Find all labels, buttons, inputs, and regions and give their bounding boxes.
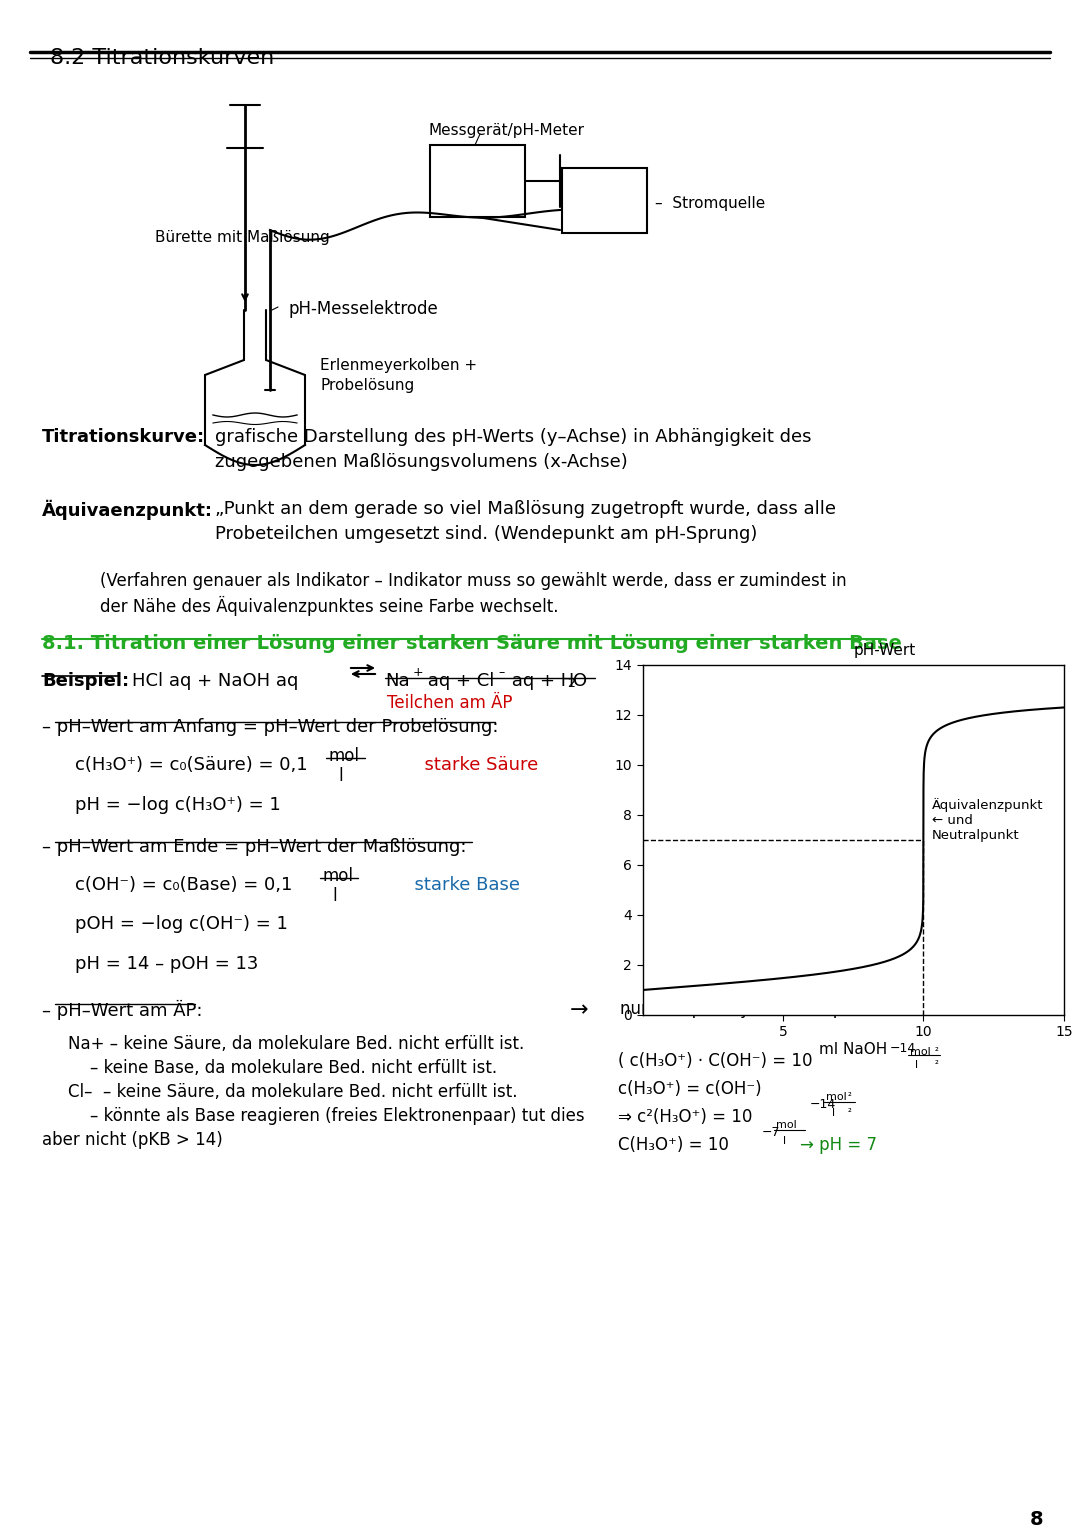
Text: ²: ² xyxy=(935,1060,939,1070)
Text: 8.2 Titrationskurven: 8.2 Titrationskurven xyxy=(50,47,274,69)
Text: zugegebenen Maßlösungsvolumens (x-Achse): zugegebenen Maßlösungsvolumens (x-Achse) xyxy=(215,454,627,470)
Text: mol: mol xyxy=(910,1048,931,1057)
Text: −7: −7 xyxy=(762,1125,781,1139)
Text: C(H₃O⁺) = 10: C(H₃O⁺) = 10 xyxy=(618,1136,729,1154)
Text: pOH = −log c(OH⁻) = 1: pOH = −log c(OH⁻) = 1 xyxy=(75,915,288,933)
Text: – pH–Wert am Anfang = pH–Wert der Probelösung:: – pH–Wert am Anfang = pH–Wert der Probel… xyxy=(42,718,499,736)
Text: grafische Darstellung des pH-Werts (y–Achse) in Abhängigkeit des: grafische Darstellung des pH-Werts (y–Ac… xyxy=(215,428,811,446)
Text: –  Stromquelle: – Stromquelle xyxy=(654,195,766,211)
Text: l: l xyxy=(338,767,342,785)
Text: starke Säure: starke Säure xyxy=(390,756,538,774)
Text: Erlenmeyerkolben +: Erlenmeyerkolben + xyxy=(320,357,477,373)
Text: l: l xyxy=(915,1060,918,1070)
Text: aq + Cl: aq + Cl xyxy=(422,672,495,690)
Text: pH = 14 – pOH = 13: pH = 14 – pOH = 13 xyxy=(75,954,258,973)
Text: Messgerät/pH-Meter: Messgerät/pH-Meter xyxy=(428,124,584,137)
Text: (Verfahren genauer als Indikator – Indikator muss so gewählt werde, dass er zumi: (Verfahren genauer als Indikator – Indik… xyxy=(100,573,847,589)
Text: 8: 8 xyxy=(1030,1510,1043,1527)
Text: c(OH⁻) = c₀(Base) = 0,1: c(OH⁻) = c₀(Base) = 0,1 xyxy=(75,876,293,893)
Text: –: – xyxy=(498,666,504,680)
Text: „Punkt an dem gerade so viel Maßlösung zugetropft wurde, dass alle: „Punkt an dem gerade so viel Maßlösung z… xyxy=(215,499,836,518)
Text: ( c(H₃O⁺) · C(OH⁻) = 10: ( c(H₃O⁺) · C(OH⁻) = 10 xyxy=(618,1052,812,1070)
Text: Probelösung: Probelösung xyxy=(320,379,415,392)
Text: c(H₃O⁺) = c₀(Säure) = 0,1: c(H₃O⁺) = c₀(Säure) = 0,1 xyxy=(75,756,308,774)
Text: 8.1. Titration einer Lösung einer starken Säure mit Lösung einer starken Base: 8.1. Titration einer Lösung einer starke… xyxy=(42,634,902,654)
Text: Cl–  – keine Säure, da molekulare Bed. nicht erfüllt ist.: Cl– – keine Säure, da molekulare Bed. ni… xyxy=(68,1083,517,1101)
Text: 2: 2 xyxy=(567,676,575,690)
Text: mol: mol xyxy=(328,747,359,765)
Text: pH = −log c(H₃O⁺) = 1: pH = −log c(H₃O⁺) = 1 xyxy=(75,796,281,814)
Text: l: l xyxy=(783,1136,786,1145)
Text: Teilchen am ÄP: Teilchen am ÄP xyxy=(388,693,513,712)
Bar xyxy=(562,168,647,234)
Text: l: l xyxy=(332,887,337,906)
Text: Titrationskurve:: Titrationskurve: xyxy=(42,428,205,446)
Text: pH-Messelektrode: pH-Messelektrode xyxy=(288,299,437,318)
Text: – könnte als Base reagieren (freies Elektronenpaar) tut dies: – könnte als Base reagieren (freies Elek… xyxy=(90,1107,584,1125)
Text: Bürette mit Maßlösung: Bürette mit Maßlösung xyxy=(156,231,329,244)
Text: nur Autoprotolyse, damit pH = 7: nur Autoprotolyse, damit pH = 7 xyxy=(620,1000,891,1019)
Text: der Nähe des Äquivalenzpunktes seine Farbe wechselt.: der Nähe des Äquivalenzpunktes seine Far… xyxy=(100,596,558,615)
Text: aq + H: aq + H xyxy=(507,672,575,690)
Text: ²: ² xyxy=(848,1092,852,1102)
Text: l: l xyxy=(832,1109,835,1118)
Text: O: O xyxy=(573,672,588,690)
Text: mol: mol xyxy=(322,867,353,886)
Text: ²: ² xyxy=(935,1048,939,1057)
Text: Äquivalenzpunkt
← und
Neutralpunkt: Äquivalenzpunkt ← und Neutralpunkt xyxy=(932,799,1043,841)
Text: Äquivaenzpunkt:: Äquivaenzpunkt: xyxy=(42,499,213,521)
Text: Na: Na xyxy=(384,672,409,690)
Text: Beispiel:: Beispiel: xyxy=(42,672,130,690)
Text: pH-Wert: pH-Wert xyxy=(853,643,916,658)
Bar xyxy=(430,145,525,217)
Text: −14: −14 xyxy=(810,1098,836,1112)
Text: mol: mol xyxy=(826,1092,847,1102)
Text: – pH–Wert am Ende = pH–Wert der Maßlösung:: – pH–Wert am Ende = pH–Wert der Maßlösun… xyxy=(42,838,467,857)
Text: starke Base: starke Base xyxy=(380,876,519,893)
Text: ⇒ c²(H₃O⁺) = 10: ⇒ c²(H₃O⁺) = 10 xyxy=(618,1109,753,1125)
Text: Na+ – keine Säure, da molekulare Bed. nicht erfüllt ist.: Na+ – keine Säure, da molekulare Bed. ni… xyxy=(68,1035,524,1054)
Text: →: → xyxy=(570,1000,589,1020)
Text: ²: ² xyxy=(848,1109,852,1118)
Text: Probeteilchen umgesetzt sind. (Wendepunkt am pH-Sprung): Probeteilchen umgesetzt sind. (Wendepunk… xyxy=(215,525,757,544)
Text: −14: −14 xyxy=(890,1041,916,1055)
Text: c(H₃O⁺) = c(OH⁻): c(H₃O⁺) = c(OH⁻) xyxy=(618,1080,761,1098)
Text: +: + xyxy=(413,666,423,680)
Text: mol: mol xyxy=(777,1119,797,1130)
Text: HCl aq + NaOH aq: HCl aq + NaOH aq xyxy=(132,672,298,690)
Text: → pH = 7: → pH = 7 xyxy=(800,1136,877,1154)
X-axis label: ml NaOH: ml NaOH xyxy=(819,1043,888,1057)
Text: aber nicht (pKB > 14): aber nicht (pKB > 14) xyxy=(42,1132,222,1148)
Text: – pH–Wert am ÄP:: – pH–Wert am ÄP: xyxy=(42,1000,203,1020)
Text: – keine Base, da molekulare Bed. nicht erfüllt ist.: – keine Base, da molekulare Bed. nicht e… xyxy=(90,1060,497,1077)
